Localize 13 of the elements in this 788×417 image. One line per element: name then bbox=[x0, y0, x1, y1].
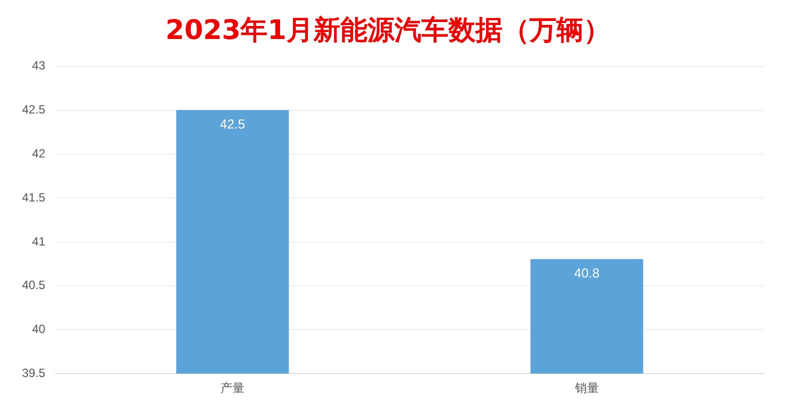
y-tick-label: 39.5 bbox=[22, 366, 46, 380]
y-tick-label: 40.5 bbox=[22, 278, 46, 292]
y-tick-label: 41 bbox=[32, 234, 46, 248]
y-tick-label: 42.5 bbox=[22, 102, 46, 117]
x-tick-label: 销量 bbox=[574, 380, 599, 395]
x-tick-label: 产量 bbox=[220, 380, 245, 395]
chart-title: 2023年1月新能源汽车数据（万辆） bbox=[166, 15, 610, 46]
y-tick-label: 43 bbox=[32, 58, 46, 73]
y-tick-label: 42 bbox=[32, 146, 46, 160]
y-tick-label: 40 bbox=[32, 322, 46, 336]
data-label: 40.8 bbox=[574, 266, 600, 281]
data-label: 42.5 bbox=[220, 116, 246, 132]
y-tick-label: 41.5 bbox=[22, 190, 46, 204]
